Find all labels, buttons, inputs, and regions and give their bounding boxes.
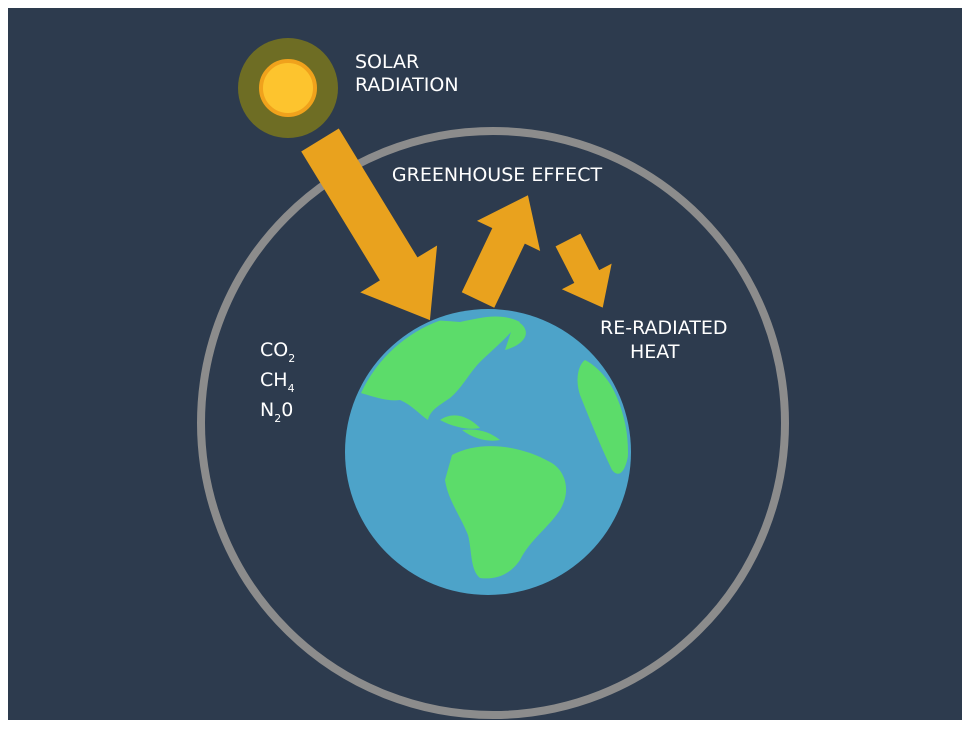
diagram: SOLAR RADIATION GREENHOUSE EFFECT RE-RAD… (0, 0, 970, 725)
reradiated-label: HEAT (630, 341, 680, 363)
gas-subscript: 2 (288, 352, 295, 365)
solar-label: SOLAR (355, 51, 419, 73)
gas-text: CH (260, 369, 288, 391)
gas-subscript: 2 (274, 412, 281, 425)
sun (238, 38, 338, 138)
gas-text: N (260, 399, 274, 421)
reradiated-label: RE-RADIATED (600, 317, 728, 339)
greenhouse-label: GREENHOUSE EFFECT (392, 164, 603, 186)
gas-subscript: 4 (288, 382, 295, 395)
solar-label: RADIATION (355, 74, 459, 96)
gas-text: 0 (281, 399, 293, 421)
gas-text: CO (260, 339, 288, 361)
